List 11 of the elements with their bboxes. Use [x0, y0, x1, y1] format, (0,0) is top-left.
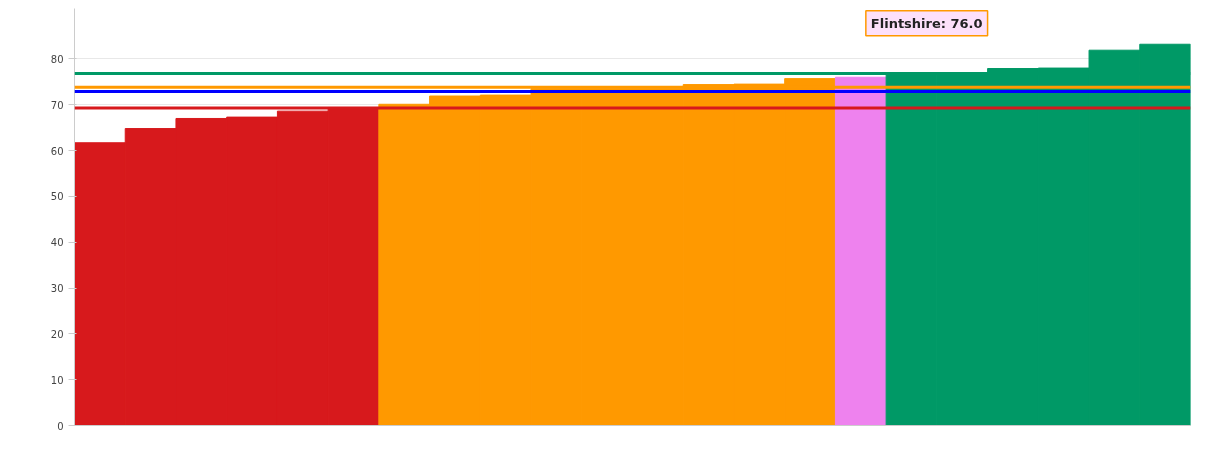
- y-tick-label: 30: [50, 283, 64, 295]
- y-tick-label: 80: [50, 53, 64, 65]
- bar: [834, 76, 887, 426]
- y-tick-label: 50: [50, 191, 64, 203]
- y-tick-label: 10: [50, 374, 64, 386]
- y-tick-label: 40: [50, 237, 64, 249]
- y-tick-label: 60: [50, 145, 64, 157]
- y-tick-label: 70: [50, 99, 64, 111]
- y-tick-label: 0: [57, 420, 64, 432]
- y-tick-label: 20: [50, 328, 64, 340]
- annotation: Flintshire: 76.0: [870, 15, 983, 31]
